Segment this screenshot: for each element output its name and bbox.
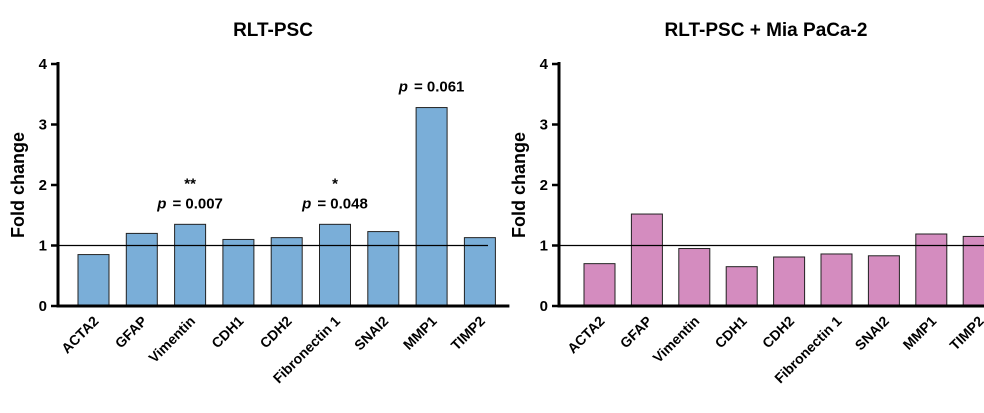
x-tick-label-snai2: SNAI2 [852, 313, 893, 354]
x-tick-label-gfap: GFAP [112, 313, 150, 351]
p-symbol: p [156, 195, 166, 212]
x-tick-label-gfap: GFAP [617, 313, 655, 351]
p-symbol: p [398, 79, 408, 96]
x-tick-label-cdh1: CDH1 [712, 313, 750, 351]
panel-rlt-psc: RLT-PSC Fold change 0 1 2 3 4 ACTA2 GFAPVimentin… [8, 20, 510, 386]
p-value-text: = 0.007 [172, 195, 222, 212]
y-tick-label: 4 [39, 56, 48, 73]
p-value-annotation: p = 0.007 [156, 195, 223, 212]
bar-cdh1 [725, 266, 758, 307]
y-tick-label: 0 [39, 298, 47, 315]
bar-cdh1 [222, 238, 255, 307]
p-value-annotation: p = 0.048 [301, 195, 368, 212]
p-symbol: p [301, 195, 311, 212]
p-value-text: = 0.048 [317, 195, 367, 212]
bar-timp2 [463, 237, 496, 307]
y-axis-label: Fold change [509, 132, 529, 238]
y-axis-label: Fold change [8, 132, 28, 238]
bar-vimentin [678, 248, 711, 307]
x-tick-label-acta2: ACTA2 [58, 313, 102, 357]
x-tick-label-timp2: TIMP2 [946, 313, 984, 354]
x-tick-label-acta2: ACTA2 [564, 313, 608, 357]
x-tick-label-cdh2: CDH2 [257, 313, 295, 351]
chart-title: RLT-PSC + Mia PaCa-2 [665, 20, 868, 41]
y-tick-label: 2 [39, 177, 47, 194]
bar-fibronectin-1 [319, 223, 351, 307]
y-tick-label: 3 [540, 117, 548, 134]
significance-stars: ** [184, 175, 196, 192]
x-tick-label-timp2: TIMP2 [448, 313, 489, 354]
bar-snai2 [367, 231, 400, 307]
y-tick-label: 1 [39, 238, 47, 255]
panel-rlt-psc-mia-paca-2: RLT-PSC + Mia PaCa-2 Fold change 0 1 2 3 4 ACTA… [509, 20, 984, 386]
x-tick-label-cdh1: CDH1 [208, 313, 246, 351]
bar-cdh2 [773, 256, 806, 307]
y-tick-label: 1 [540, 238, 548, 255]
bar-vimentin [174, 223, 207, 307]
bar-mmp1 [415, 107, 448, 307]
bar-snai2 [867, 255, 900, 307]
bar-gfap [630, 213, 663, 307]
chart-title: RLT-PSC [233, 20, 313, 41]
x-tick-label-mmp1: MMP1 [400, 313, 440, 353]
y-tick-label: 4 [540, 56, 549, 73]
x-tick-label-mmp1: MMP1 [900, 313, 940, 353]
bar-timp2 [962, 235, 984, 307]
bar-cdh2 [270, 237, 303, 307]
y-tick-label: 2 [540, 177, 548, 194]
p-value-annotation: p = 0.061 [398, 79, 465, 96]
p-value-text: = 0.061 [414, 79, 464, 96]
bar-gfap [125, 232, 158, 307]
bar-acta2 [583, 263, 616, 307]
y-tick-label: 3 [39, 117, 47, 134]
x-tick-label-cdh2: CDH2 [759, 313, 797, 351]
bar-mmp1 [915, 233, 948, 307]
significance-stars: * [332, 175, 338, 192]
x-tick-label-snai2: SNAI2 [351, 313, 392, 354]
bar-fibronectin-1 [820, 253, 853, 307]
x-tick-label-vimentin: Vimentin [145, 313, 198, 366]
y-tick-label: 0 [540, 298, 548, 315]
bar-acta2 [77, 254, 110, 307]
x-tick-label-vimentin: Vimentin [649, 313, 702, 366]
